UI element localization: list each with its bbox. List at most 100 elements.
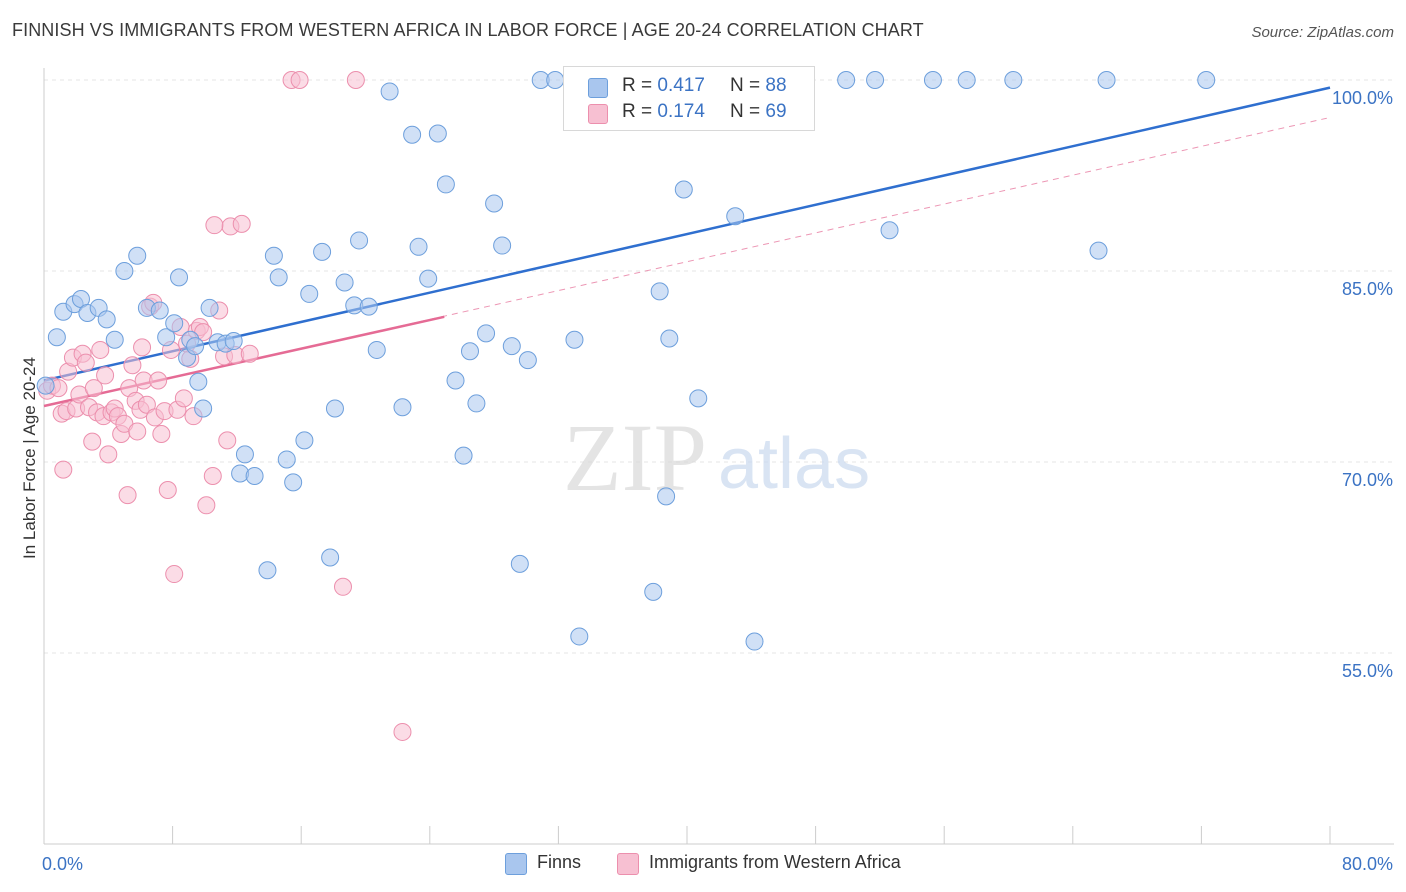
finns-point [460, 342, 479, 361]
finns-point [350, 231, 369, 250]
finns-point [454, 446, 473, 465]
watermark-atlas: atlas [718, 424, 870, 504]
finns-point [1097, 71, 1116, 89]
grid-lines [44, 79, 1394, 654]
finns-point [428, 124, 447, 143]
y-tick-label: 55.0% [1342, 661, 1393, 681]
finns-point [200, 298, 219, 317]
western-africa-point [96, 366, 115, 385]
finns-point [186, 337, 205, 356]
finns-point [277, 450, 296, 469]
western-africa-point [232, 214, 251, 233]
finns-point [284, 473, 303, 492]
finns-point [866, 71, 885, 89]
western-africa-point [174, 389, 193, 408]
chart-title: FINNISH VS IMMIGRANTS FROM WESTERN AFRIC… [12, 20, 924, 40]
western-africa-point [197, 496, 216, 515]
finns-point [518, 351, 537, 370]
x-tick-label: 80.0% [1342, 854, 1393, 874]
finns-point [1197, 71, 1216, 89]
finns-point [565, 330, 584, 349]
finns-point [325, 399, 344, 418]
western-africa-point [83, 432, 102, 451]
finns-point [403, 125, 422, 144]
y-tick-label: 100.0% [1332, 88, 1393, 108]
finns-point [510, 554, 529, 573]
finns-point [546, 71, 565, 89]
points-finns [36, 71, 1216, 651]
finns-point [224, 332, 243, 351]
n-value: 69 [765, 101, 787, 122]
finns-swatch [505, 853, 527, 875]
finns-point [726, 207, 745, 226]
y-tick-label: 70.0% [1342, 470, 1393, 490]
finns-point [644, 582, 663, 601]
finns-point [335, 273, 354, 292]
legend-label: Immigrants from Western Africa [649, 852, 901, 872]
finns-point [419, 269, 438, 288]
western-africa-point [76, 353, 95, 372]
source-label: Source: ZipAtlas.com [1251, 24, 1394, 41]
finns-point [264, 246, 283, 265]
finns-point [115, 262, 134, 280]
tick-labels: 100.0% 85.0% 70.0% 55.0% 0.0% 80.0% [42, 88, 1393, 874]
western-africa-swatch [617, 853, 639, 875]
western-africa-point [333, 577, 352, 596]
finns-point [660, 329, 679, 348]
western-africa-point [54, 460, 73, 479]
watermark: ZIP atlas [563, 404, 870, 511]
finns-point [235, 445, 254, 464]
axes [43, 68, 1394, 845]
finns-point [1089, 241, 1108, 260]
finns-point [269, 268, 288, 287]
r-value: 0.417 [657, 75, 705, 96]
finns-point [880, 221, 899, 240]
finns-point [837, 71, 856, 89]
western-africa-point [133, 338, 152, 357]
western-africa-point [99, 445, 118, 464]
finns-point [359, 297, 378, 316]
western-africa-point [240, 344, 259, 363]
finns-point [674, 180, 693, 199]
finns-point [657, 487, 676, 506]
finns-point [380, 82, 399, 101]
western-africa-point [158, 481, 177, 500]
y-axis-label: In Labor Force | Age 20-24 [20, 357, 39, 559]
finns-point [36, 376, 55, 395]
western-africa-point [149, 371, 168, 390]
western-africa-swatch [588, 104, 608, 124]
finns-point [97, 310, 116, 329]
n-value: 88 [765, 75, 787, 96]
finns-point [128, 246, 147, 265]
finns-point [689, 389, 708, 408]
finns-point [300, 284, 319, 303]
western-africa-point [152, 424, 171, 443]
western-africa-point [290, 71, 309, 89]
finns-point [436, 175, 455, 194]
finns-point [446, 371, 465, 390]
western-africa-point [137, 395, 156, 414]
finns-point [170, 268, 189, 287]
finns-swatch [588, 78, 608, 98]
r-label: R = [622, 101, 658, 122]
western-africa-point [118, 486, 137, 505]
n-label: N = [730, 75, 766, 96]
western-africa-point [84, 379, 103, 398]
watermark-zip: ZIP [563, 404, 707, 511]
trend-lines [43, 86, 1331, 408]
finns-point [485, 194, 504, 213]
finns-point [194, 399, 213, 418]
western-africa-point [123, 356, 142, 375]
finns-point [165, 314, 184, 333]
western-africa-point [218, 431, 237, 450]
finns-point [502, 337, 521, 356]
finns-point [150, 301, 169, 320]
y-tick-label: 85.0% [1342, 279, 1393, 299]
finns-point [957, 71, 976, 89]
r-label: R = [622, 75, 658, 96]
finns-point [1004, 71, 1023, 89]
finns-point [157, 328, 176, 347]
finns-point [313, 242, 332, 261]
finns-point [258, 561, 277, 580]
